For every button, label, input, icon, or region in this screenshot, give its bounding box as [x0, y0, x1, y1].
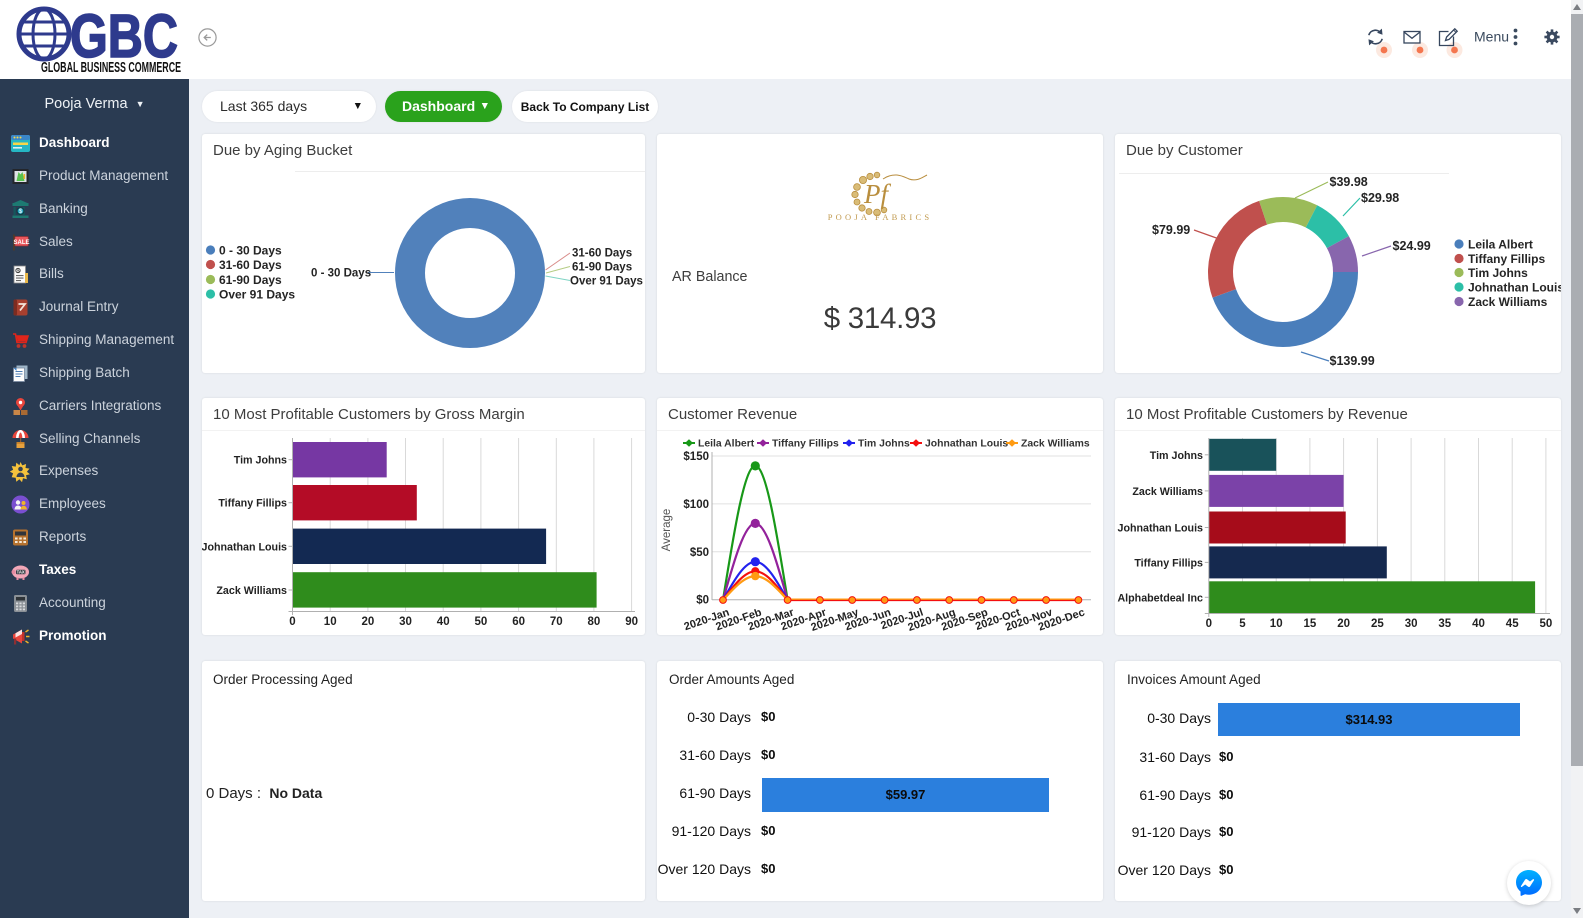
svg-text:Johnathan Louis: Johnathan Louis — [925, 439, 1008, 450]
svg-text:61-90 Days: 61-90 Days — [219, 273, 282, 287]
svg-text:Customer Revenue: Customer Revenue — [668, 406, 797, 423]
svg-text:Over 91 Days: Over 91 Days — [219, 288, 295, 302]
svg-text:Johnathan Louis: Johnathan Louis — [1468, 281, 1561, 295]
svg-text:20: 20 — [1337, 618, 1350, 630]
svg-text:50: 50 — [1540, 618, 1553, 630]
svg-text:31-60 Days: 31-60 Days — [219, 258, 282, 272]
svg-text:SALE: SALE — [13, 240, 29, 246]
svg-text:Menu: Menu — [1474, 29, 1509, 45]
svg-text:Tiffany Fillips: Tiffany Fillips — [1134, 557, 1203, 569]
svg-text:31-60 Days: 31-60 Days — [572, 248, 632, 260]
svg-text:Johnathan Louis: Johnathan Louis — [1118, 523, 1204, 535]
svg-text:$79.99: $79.99 — [1152, 223, 1190, 237]
svg-text:$0: $0 — [696, 595, 709, 607]
svg-text:$139.99: $139.99 — [1330, 354, 1375, 368]
svg-text:20: 20 — [362, 616, 375, 628]
svg-text:Over 91 Days: Over 91 Days — [570, 276, 643, 288]
svg-text:60: 60 — [512, 616, 525, 628]
svg-text:40: 40 — [437, 616, 450, 628]
svg-text:25: 25 — [1371, 618, 1384, 630]
svg-text:$: $ — [16, 269, 19, 275]
svg-text:Due by Aging Bucket: Due by Aging Bucket — [213, 142, 353, 159]
svg-text:$150: $150 — [683, 451, 709, 463]
svg-text:10 Most Profitable Customers b: 10 Most Profitable Customers by Revenue — [1126, 406, 1408, 423]
svg-text:10 Most Profitable Customers b: 10 Most Profitable Customers by Gross Ma… — [213, 406, 525, 423]
svg-text:10: 10 — [1270, 618, 1283, 630]
svg-text:AR Balance: AR Balance — [672, 269, 748, 285]
svg-text:Pf: Pf — [863, 179, 891, 209]
svg-text:$39.98: $39.98 — [1330, 175, 1368, 189]
svg-text:$: $ — [19, 209, 23, 215]
svg-text:GBC: GBC — [70, 3, 178, 70]
svg-text:Johnathan Louis: Johnathan Louis — [202, 541, 287, 553]
svg-text:Leila Albert: Leila Albert — [1468, 238, 1533, 252]
svg-text:10: 10 — [324, 616, 337, 628]
svg-text:$50: $50 — [690, 547, 709, 559]
svg-text:30: 30 — [399, 616, 412, 628]
svg-text:80: 80 — [588, 616, 601, 628]
svg-text:Tim Johns: Tim Johns — [234, 455, 287, 467]
svg-text:Leila Albert: Leila Albert — [698, 439, 755, 450]
svg-text:Due by Customer: Due by Customer — [1126, 142, 1243, 159]
svg-text:$29.98: $29.98 — [1361, 191, 1399, 205]
svg-text:0 - 30 Days: 0 - 30 Days — [311, 268, 371, 280]
svg-text:Tiffany Fillips: Tiffany Fillips — [772, 439, 839, 450]
svg-text:Zack Williams: Zack Williams — [216, 585, 287, 597]
svg-text:GLOBAL BUSINESS COMMERCE: GLOBAL BUSINESS COMMERCE — [41, 60, 181, 76]
svg-text:Tim Johns: Tim Johns — [1150, 450, 1203, 462]
svg-text:40: 40 — [1472, 618, 1485, 630]
svg-text:61-90 Days: 61-90 Days — [572, 262, 632, 274]
svg-text:Zack Williams: Zack Williams — [1132, 486, 1203, 498]
svg-text:45: 45 — [1506, 618, 1519, 630]
svg-text:$24.99: $24.99 — [1393, 239, 1431, 253]
svg-text:Average: Average — [661, 509, 673, 552]
svg-text:Tiffany Fillips: Tiffany Fillips — [1468, 252, 1545, 266]
svg-text:0 - 30 Days: 0 - 30 Days — [219, 244, 282, 258]
svg-text:50: 50 — [475, 616, 488, 628]
svg-text:5: 5 — [1239, 618, 1246, 630]
svg-text:Alphabetdeal Inc: Alphabetdeal Inc — [1117, 592, 1203, 604]
svg-text:Tim Johns: Tim Johns — [1468, 266, 1528, 280]
svg-text:TAX: TAX — [17, 569, 25, 574]
svg-text:$ 314.93: $ 314.93 — [824, 302, 936, 335]
svg-text:Tiffany Fillips: Tiffany Fillips — [218, 498, 287, 510]
svg-text:70: 70 — [550, 616, 563, 628]
svg-text:90: 90 — [625, 616, 638, 628]
svg-text:15: 15 — [1304, 618, 1317, 630]
svg-text:0: 0 — [289, 616, 295, 628]
svg-text:Tim Johns: Tim Johns — [858, 439, 910, 450]
svg-text:30: 30 — [1405, 618, 1418, 630]
svg-text:POOJA FABRICS: POOJA FABRICS — [828, 212, 933, 222]
svg-text:Zack Williams: Zack Williams — [1021, 439, 1090, 450]
svg-text:35: 35 — [1438, 618, 1451, 630]
svg-text:Zack Williams: Zack Williams — [1468, 295, 1548, 309]
svg-text:0: 0 — [1206, 618, 1212, 630]
svg-text:$100: $100 — [683, 499, 709, 511]
